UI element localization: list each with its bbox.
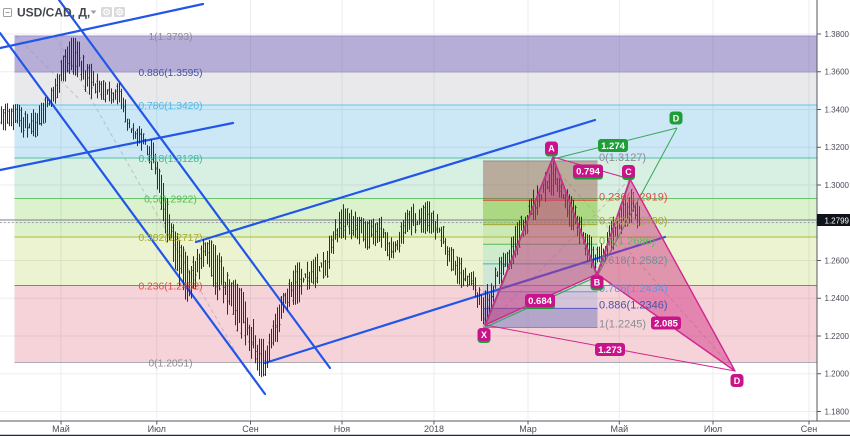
- svg-text:B: B: [594, 278, 601, 288]
- svg-text:1.3600: 1.3600: [825, 68, 850, 77]
- svg-text:Май: Май: [610, 424, 628, 434]
- svg-text:0(1.3127): 0(1.3127): [599, 152, 646, 164]
- svg-text:0.236(1.2462): 0.236(1.2462): [138, 282, 202, 293]
- svg-text:Мар: Мар: [519, 424, 537, 434]
- svg-text:Сен: Сен: [242, 424, 259, 434]
- svg-text:1.3800: 1.3800: [825, 30, 850, 39]
- svg-text:0.786(1.3420): 0.786(1.3420): [138, 101, 202, 112]
- svg-text:0.618(1.2582): 0.618(1.2582): [599, 255, 668, 267]
- svg-text:X: X: [481, 330, 487, 340]
- svg-text:Май: Май: [52, 424, 70, 434]
- svg-text:1.3400: 1.3400: [825, 106, 850, 115]
- svg-text:1.2799: 1.2799: [825, 217, 850, 226]
- svg-text:0.886(1.2346): 0.886(1.2346): [599, 299, 668, 311]
- svg-text:0(1.2051): 0(1.2051): [148, 359, 192, 370]
- svg-text:A: A: [548, 144, 555, 154]
- svg-text:0.382(1.2790): 0.382(1.2790): [599, 216, 668, 228]
- svg-text:0.5(1.2922): 0.5(1.2922): [144, 195, 197, 206]
- svg-text:0.886(1.3595): 0.886(1.3595): [138, 68, 202, 79]
- svg-text:D: D: [734, 376, 741, 386]
- svg-text:USD/CAD, Д,: USD/CAD, Д,: [17, 6, 90, 20]
- svg-text:1.273: 1.273: [598, 345, 622, 356]
- svg-text:1.2400: 1.2400: [825, 294, 850, 303]
- svg-text:Сен: Сен: [801, 424, 818, 434]
- svg-text:2.085: 2.085: [654, 319, 678, 330]
- svg-text:1.2000: 1.2000: [825, 370, 850, 379]
- svg-text:1.2200: 1.2200: [825, 332, 850, 341]
- svg-text:0.5(1.2686): 0.5(1.2686): [599, 235, 655, 247]
- svg-text:0.684: 0.684: [528, 296, 552, 307]
- svg-text:1.1800: 1.1800: [825, 408, 850, 417]
- svg-text:C: C: [625, 167, 632, 177]
- svg-text:0.236(1.2919): 0.236(1.2919): [599, 191, 668, 203]
- svg-text:1.274: 1.274: [601, 141, 625, 152]
- svg-text:0.794: 0.794: [576, 167, 600, 178]
- svg-text:1.2600: 1.2600: [825, 257, 850, 266]
- svg-text:0.618(1.3128): 0.618(1.3128): [138, 154, 202, 165]
- svg-text:1.3000: 1.3000: [825, 181, 850, 190]
- svg-text:2018: 2018: [424, 424, 444, 434]
- svg-text:Июл: Июл: [148, 424, 166, 434]
- svg-text:1(1.2245): 1(1.2245): [599, 319, 646, 331]
- svg-text:0.382(1.2717): 0.382(1.2717): [138, 233, 202, 244]
- svg-text:D: D: [673, 114, 680, 124]
- svg-text:1(1.3793): 1(1.3793): [148, 32, 192, 43]
- svg-text:Июл: Июл: [704, 424, 722, 434]
- svg-text:Ноя: Ноя: [334, 424, 351, 434]
- svg-text:1.3200: 1.3200: [825, 143, 850, 152]
- svg-text:0.786(1.2434): 0.786(1.2434): [599, 283, 668, 295]
